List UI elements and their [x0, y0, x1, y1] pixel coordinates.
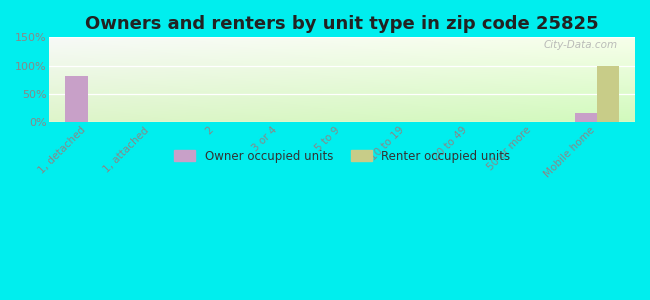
- Bar: [65, 76, 88, 122]
- Bar: [597, 66, 619, 122]
- Title: Owners and renters by unit type in zip code 25825: Owners and renters by unit type in zip c…: [85, 15, 599, 33]
- Bar: [575, 113, 597, 122]
- Text: City-Data.com: City-Data.com: [543, 40, 618, 50]
- Legend: Owner occupied units, Renter occupied units: Owner occupied units, Renter occupied un…: [169, 145, 515, 167]
